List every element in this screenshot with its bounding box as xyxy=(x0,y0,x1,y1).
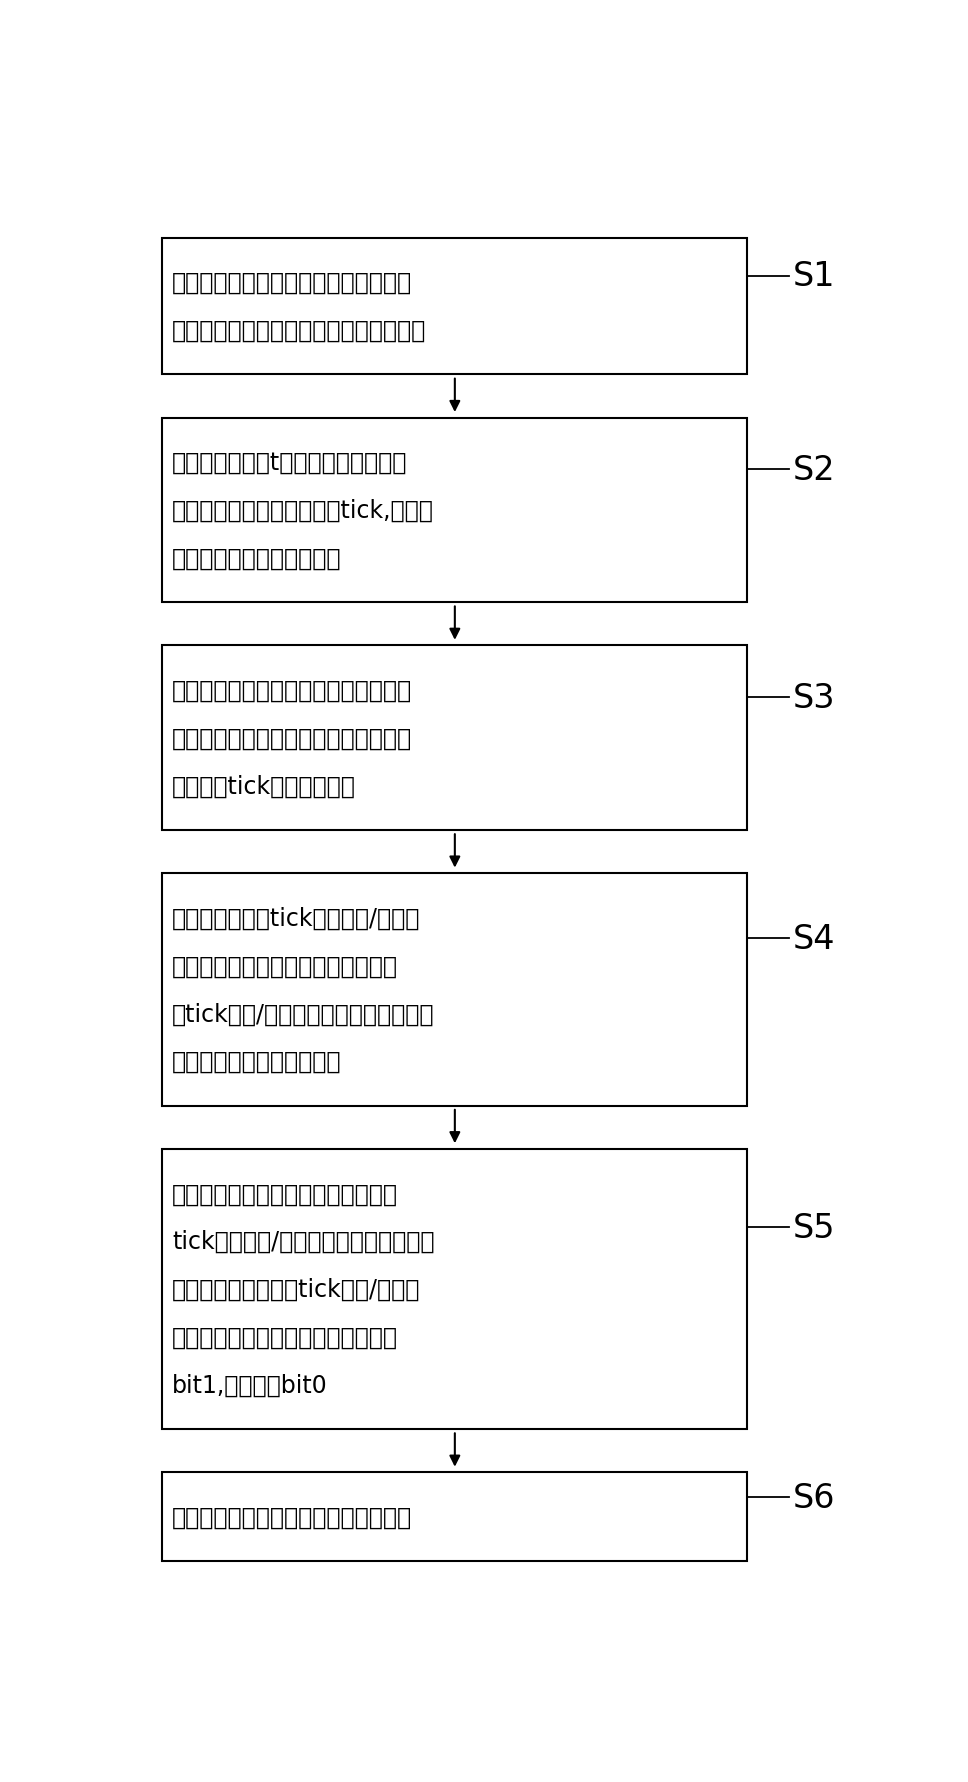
Text: 二设公式所得出的值，则判断为数据: 二设公式所得出的值，则判断为数据 xyxy=(172,1326,398,1349)
Bar xyxy=(163,1149,747,1429)
Text: S2: S2 xyxy=(793,454,835,486)
Text: 数该定时器产生的中断次数: 数该定时器产生的中断次数 xyxy=(172,547,342,570)
Text: 的值，若计数变量值tick大于/等于第: 的值，若计数变量值tick大于/等于第 xyxy=(172,1278,420,1301)
Text: 器，并初始化一个计数变量tick,用于计: 器，并初始化一个计数变量tick,用于计 xyxy=(172,499,434,522)
Text: 判断计数变量值tick是否大于/等于第: 判断计数变量值tick是否大于/等于第 xyxy=(172,905,420,930)
Text: bit1,否则数据bit0: bit1,否则数据bit0 xyxy=(172,1372,328,1397)
Text: tick是否大于/等于第二预设公式所得出: tick是否大于/等于第二预设公式所得出 xyxy=(172,1230,435,1253)
Text: S4: S4 xyxy=(793,923,835,955)
Text: 初始化一个时间t微秒产生中断的定时: 初始化一个时间t微秒产生中断的定时 xyxy=(172,451,408,474)
Text: 值tick大于/等于该第一预设公式所得出: 值tick大于/等于该第一预设公式所得出 xyxy=(172,1001,435,1026)
Text: S6: S6 xyxy=(793,1481,835,1515)
Text: 数变量值tick或开启定时器: 数变量值tick或开启定时器 xyxy=(172,773,356,798)
Text: S1: S1 xyxy=(793,260,835,294)
Bar xyxy=(163,419,747,602)
Bar xyxy=(163,647,747,830)
Text: 降沿还是上升沿，进而读取定时器的计: 降沿还是上升沿，进而读取定时器的计 xyxy=(172,727,412,750)
Text: 的值，则判断为收到前导码: 的值，则判断为收到前导码 xyxy=(172,1050,342,1073)
Text: S5: S5 xyxy=(793,1212,835,1244)
Text: 将外部中断的触发方式取反，退出中断: 将外部中断的触发方式取反，退出中断 xyxy=(172,1504,412,1529)
Bar xyxy=(163,239,747,376)
Bar xyxy=(163,1472,747,1561)
Text: 收到前导码后进一步判断计数变量值: 收到前导码后进一步判断计数变量值 xyxy=(172,1181,398,1206)
Text: S3: S3 xyxy=(793,681,835,715)
Bar xyxy=(163,873,747,1107)
Text: 器，并且设置该外部中断采用上升沿触发: 器，并且设置该外部中断采用上升沿触发 xyxy=(172,319,426,342)
Text: 设置单片机的外部中断优先级高于定时: 设置单片机的外部中断优先级高于定时 xyxy=(172,271,412,296)
Text: 当产生外部中断后，判断触发方式是下: 当产生外部中断后，判断触发方式是下 xyxy=(172,679,412,702)
Text: 一预设公式所得出的值，若计数变量: 一预设公式所得出的值，若计数变量 xyxy=(172,953,398,978)
